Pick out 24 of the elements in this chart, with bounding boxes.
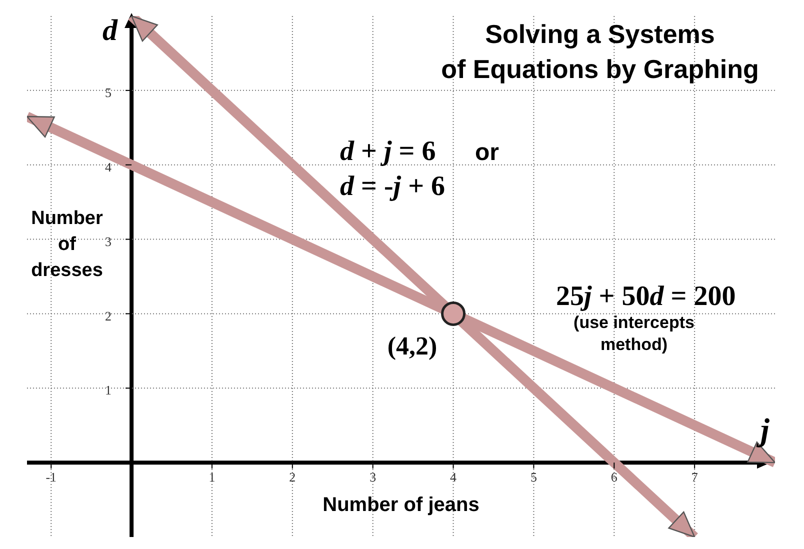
x-tick-label: 4 [450, 470, 458, 485]
annotation: d + j = 6 [340, 136, 436, 167]
x-tick-label: 1 [208, 470, 216, 485]
annotation: 25j + 50d = 200 [556, 281, 736, 312]
annotation: d [102, 14, 119, 47]
x-tick-label: 2 [289, 470, 296, 485]
x-axis-title: Number of jeans [322, 493, 480, 517]
x-tick-label: 7 [691, 470, 698, 485]
y-tick-label: 5 [105, 84, 112, 100]
y-tick-label: 3 [105, 234, 112, 249]
y-tick-label: 1 [105, 382, 112, 398]
x-tick-label: -1 [46, 470, 57, 485]
annotation: d = -j + 6 [340, 171, 446, 202]
annotation: (use intercepts method) [572, 312, 696, 356]
y-tick-label: 4 [105, 159, 112, 174]
x-tick-label: 5 [530, 470, 537, 485]
y-axis-title: Number of dresses [30, 207, 104, 283]
annotation: j [756, 412, 770, 448]
annotation: (4,2) [387, 332, 438, 361]
y-tick-label: 2 [105, 308, 112, 324]
x-tick-label: 3 [370, 470, 376, 485]
x-tick-label: 6 [610, 470, 618, 485]
annotation: or [475, 139, 499, 166]
text: Solving a Systems of Equations by Graphing [440, 18, 760, 86]
